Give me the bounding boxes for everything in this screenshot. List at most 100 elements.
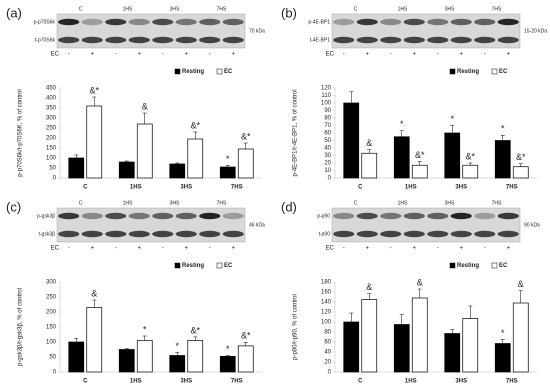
significance-label: &* — [89, 85, 99, 95]
blot-band — [58, 230, 80, 238]
error-bar — [225, 355, 230, 357]
bar — [68, 341, 85, 373]
significance-label: * — [226, 344, 230, 354]
blot-row-label: t-gsk3β — [39, 231, 56, 237]
x-tick-label: 3HS — [455, 379, 467, 385]
treatment-label: EC — [51, 52, 60, 58]
treatment-sign: - — [162, 246, 164, 252]
treatment-sign: - — [162, 52, 164, 58]
treatment-sign: - — [343, 52, 345, 58]
x-tick-label: 1HS — [405, 379, 417, 385]
y-tick-label: 250 — [46, 126, 57, 132]
treatment-label: EC — [326, 52, 335, 58]
blot-band — [474, 212, 496, 220]
bar — [343, 321, 360, 373]
bar — [237, 345, 254, 373]
bar — [444, 333, 461, 373]
blot-band — [474, 230, 496, 238]
blot-band — [128, 18, 150, 26]
treatment-sign: - — [343, 246, 345, 252]
blot-group-label: C — [354, 6, 358, 12]
error-bar — [417, 161, 422, 166]
treatment-sign: + — [184, 246, 188, 252]
blot-band — [175, 18, 197, 26]
x-tick-label: 3HS — [180, 185, 192, 191]
bar — [512, 302, 529, 373]
chart-panel: (c) C 1HS 3HS 7HS p-gsk3β t-gsk3β 46 kDa EC - + - + -… — [6, 199, 265, 384]
blot-group-label: C — [354, 200, 358, 206]
blot-band — [128, 212, 150, 220]
error-bar — [450, 125, 455, 133]
error-bar — [500, 135, 505, 141]
treatment-sign: - — [68, 246, 70, 252]
blot-band — [128, 36, 150, 44]
y-tick-label: 120 — [321, 86, 332, 92]
error-bar — [74, 154, 79, 158]
blot-band — [199, 18, 221, 26]
bar — [494, 343, 511, 373]
panel-label: (a) — [6, 5, 22, 20]
blot-group-label: 3HS — [170, 200, 180, 206]
legend-label: Resting — [182, 263, 204, 269]
bar — [219, 166, 236, 179]
x-tick-label: 1HS — [130, 185, 142, 191]
blot-band — [333, 36, 355, 44]
error-bar — [193, 131, 198, 139]
error-bar — [92, 96, 97, 106]
treatment-label: EC — [326, 246, 335, 252]
treatment-sign: - — [390, 52, 392, 58]
blot-band — [175, 230, 197, 238]
blot-row-label: t-p70S6k — [35, 37, 56, 43]
x-tick-label: 7HS — [506, 185, 518, 191]
y-tick-label: 80 — [324, 116, 331, 122]
bar — [393, 136, 410, 179]
blot-band — [497, 230, 519, 238]
panel-label: (b) — [281, 5, 297, 20]
error-bar — [518, 163, 523, 167]
bar — [136, 123, 153, 179]
significance-label: & — [366, 138, 372, 148]
blot-size-label: 70 kDa — [249, 28, 265, 34]
blot-band — [199, 36, 221, 44]
error-bar — [468, 305, 473, 319]
blot-band — [450, 212, 472, 220]
y-tick-label: 60 — [324, 340, 331, 346]
blot-row-label: p-p70S6k — [34, 19, 56, 25]
bar — [86, 307, 103, 373]
blot-band — [403, 230, 425, 238]
blot-band — [152, 36, 174, 44]
x-tick-label: 3HS — [180, 379, 192, 385]
bar — [136, 340, 153, 373]
y-tick-label: 110 — [321, 93, 331, 99]
significance-label: & — [142, 101, 148, 111]
error-bar — [225, 165, 230, 167]
blot-band — [356, 18, 378, 26]
blot-size-label: 15-20 kDa — [524, 28, 547, 34]
x-tick-label: C — [358, 185, 363, 191]
x-tick-label: C — [358, 379, 363, 385]
legend-label: EC — [499, 263, 508, 269]
treatment-sign: - — [115, 246, 117, 252]
legend-swatch — [491, 68, 498, 75]
legend-label: Resting — [182, 69, 204, 75]
blot-band — [333, 18, 355, 26]
treatment-sign: + — [459, 246, 463, 252]
treatment-sign: + — [137, 52, 141, 58]
y-tick-label: 80 — [324, 330, 331, 336]
error-bar — [243, 142, 248, 149]
legend-swatch — [174, 68, 181, 75]
y-tick-label: 160 — [321, 290, 332, 296]
y-tick-label: 120 — [321, 310, 332, 316]
blot-group-label: 3HS — [170, 6, 180, 12]
error-bar — [243, 342, 248, 346]
error-bar — [349, 312, 354, 322]
blot-band — [81, 36, 103, 44]
y-tick-label: 300 — [46, 116, 57, 122]
bar — [237, 148, 254, 179]
significance-label: * — [143, 324, 147, 334]
bar — [187, 138, 204, 179]
y-tick-label: 100 — [46, 340, 57, 346]
blot-row-label: p-4E-BP1 — [308, 19, 330, 25]
error-bar — [417, 288, 422, 298]
